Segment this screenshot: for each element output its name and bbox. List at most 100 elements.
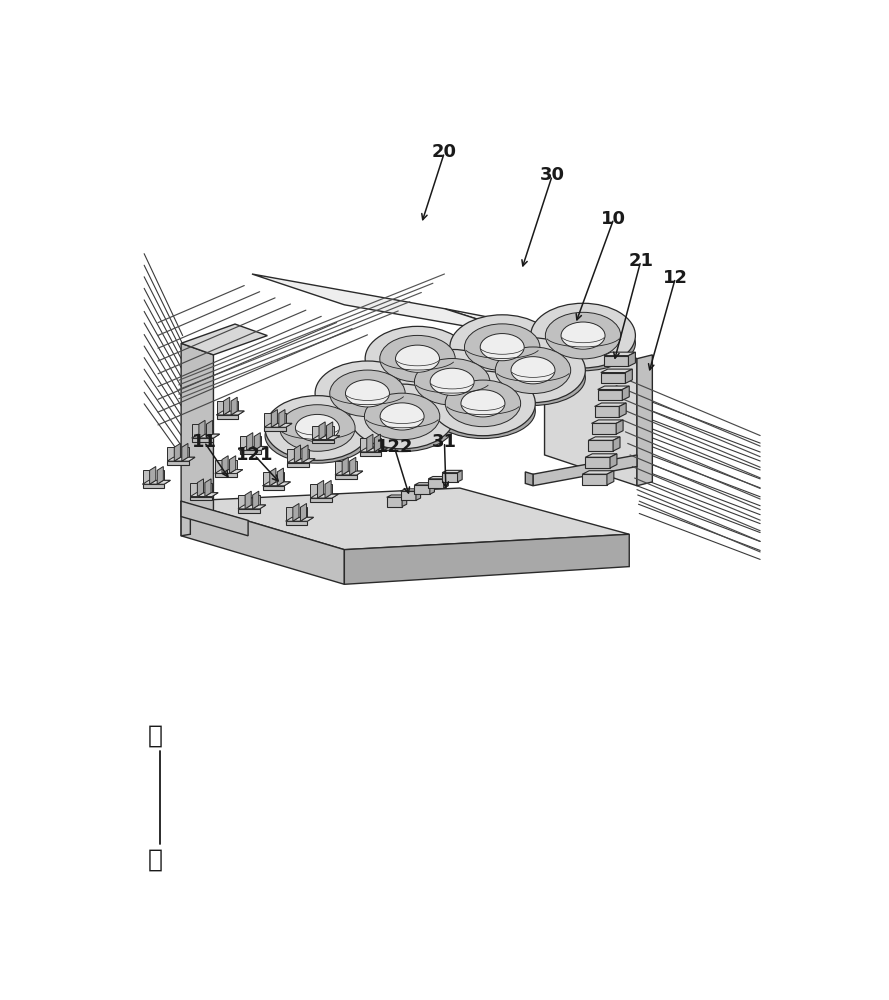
Polygon shape (222, 456, 228, 473)
Polygon shape (589, 440, 613, 451)
Polygon shape (319, 422, 325, 440)
Polygon shape (252, 491, 259, 509)
Polygon shape (292, 503, 299, 521)
Polygon shape (637, 355, 653, 486)
Polygon shape (231, 411, 244, 415)
Polygon shape (601, 373, 625, 383)
Polygon shape (263, 486, 284, 490)
Polygon shape (286, 521, 308, 525)
Polygon shape (215, 470, 228, 473)
Ellipse shape (495, 347, 571, 394)
Polygon shape (182, 443, 188, 461)
Polygon shape (360, 448, 372, 452)
Ellipse shape (450, 315, 555, 379)
Polygon shape (349, 457, 356, 475)
Ellipse shape (461, 390, 505, 417)
Polygon shape (402, 495, 407, 507)
Polygon shape (326, 426, 333, 440)
Polygon shape (217, 411, 229, 415)
Polygon shape (279, 423, 292, 427)
Polygon shape (344, 534, 629, 584)
Polygon shape (312, 426, 319, 440)
Polygon shape (335, 471, 348, 475)
Polygon shape (597, 389, 622, 400)
Polygon shape (525, 472, 533, 486)
Ellipse shape (330, 370, 405, 417)
Polygon shape (217, 411, 244, 415)
Polygon shape (310, 494, 324, 498)
Polygon shape (326, 422, 332, 440)
Polygon shape (240, 436, 246, 450)
Polygon shape (589, 437, 620, 440)
Polygon shape (231, 397, 237, 415)
Polygon shape (442, 473, 458, 482)
Polygon shape (401, 489, 420, 491)
Polygon shape (287, 459, 300, 463)
Polygon shape (286, 507, 292, 521)
Ellipse shape (380, 335, 455, 382)
Polygon shape (458, 470, 462, 482)
Polygon shape (254, 446, 268, 450)
Polygon shape (238, 495, 245, 509)
Polygon shape (181, 324, 268, 355)
Polygon shape (325, 480, 332, 498)
Polygon shape (585, 454, 617, 457)
Ellipse shape (365, 326, 470, 391)
Polygon shape (620, 403, 626, 417)
Polygon shape (240, 446, 268, 450)
Polygon shape (215, 460, 222, 473)
Polygon shape (300, 503, 307, 521)
Polygon shape (157, 466, 164, 484)
Polygon shape (277, 472, 284, 486)
Polygon shape (444, 477, 448, 488)
Polygon shape (286, 517, 314, 521)
Polygon shape (254, 436, 261, 450)
Polygon shape (607, 471, 613, 485)
Polygon shape (625, 369, 632, 383)
Polygon shape (206, 434, 220, 438)
Ellipse shape (400, 362, 505, 417)
Polygon shape (190, 483, 197, 497)
Polygon shape (326, 436, 340, 440)
Polygon shape (263, 482, 276, 486)
Polygon shape (182, 457, 195, 461)
Polygon shape (167, 457, 180, 461)
Polygon shape (181, 500, 190, 536)
Polygon shape (310, 498, 332, 502)
Polygon shape (360, 452, 381, 456)
Text: 30: 30 (540, 166, 565, 184)
Polygon shape (204, 493, 218, 497)
Polygon shape (240, 446, 252, 450)
Polygon shape (229, 460, 236, 473)
Polygon shape (264, 427, 286, 431)
Polygon shape (374, 434, 380, 452)
Polygon shape (287, 459, 315, 463)
Polygon shape (190, 493, 204, 497)
Polygon shape (401, 491, 416, 500)
Ellipse shape (531, 316, 636, 371)
Polygon shape (300, 507, 308, 521)
Polygon shape (444, 309, 637, 359)
Polygon shape (181, 501, 344, 584)
Polygon shape (142, 470, 149, 484)
Polygon shape (277, 468, 284, 486)
Polygon shape (414, 485, 429, 494)
Polygon shape (428, 479, 444, 488)
Ellipse shape (445, 380, 521, 427)
Text: 12: 12 (663, 269, 688, 287)
Polygon shape (312, 436, 325, 440)
Polygon shape (414, 483, 435, 485)
Polygon shape (229, 456, 236, 473)
Polygon shape (181, 488, 629, 550)
Polygon shape (360, 438, 367, 452)
Polygon shape (192, 434, 205, 438)
Ellipse shape (280, 405, 355, 451)
Polygon shape (142, 484, 164, 488)
Polygon shape (367, 434, 372, 452)
Polygon shape (271, 410, 277, 427)
Polygon shape (167, 457, 195, 461)
Polygon shape (429, 483, 435, 494)
Polygon shape (240, 450, 261, 454)
Text: 10: 10 (601, 210, 627, 228)
Polygon shape (252, 495, 260, 509)
